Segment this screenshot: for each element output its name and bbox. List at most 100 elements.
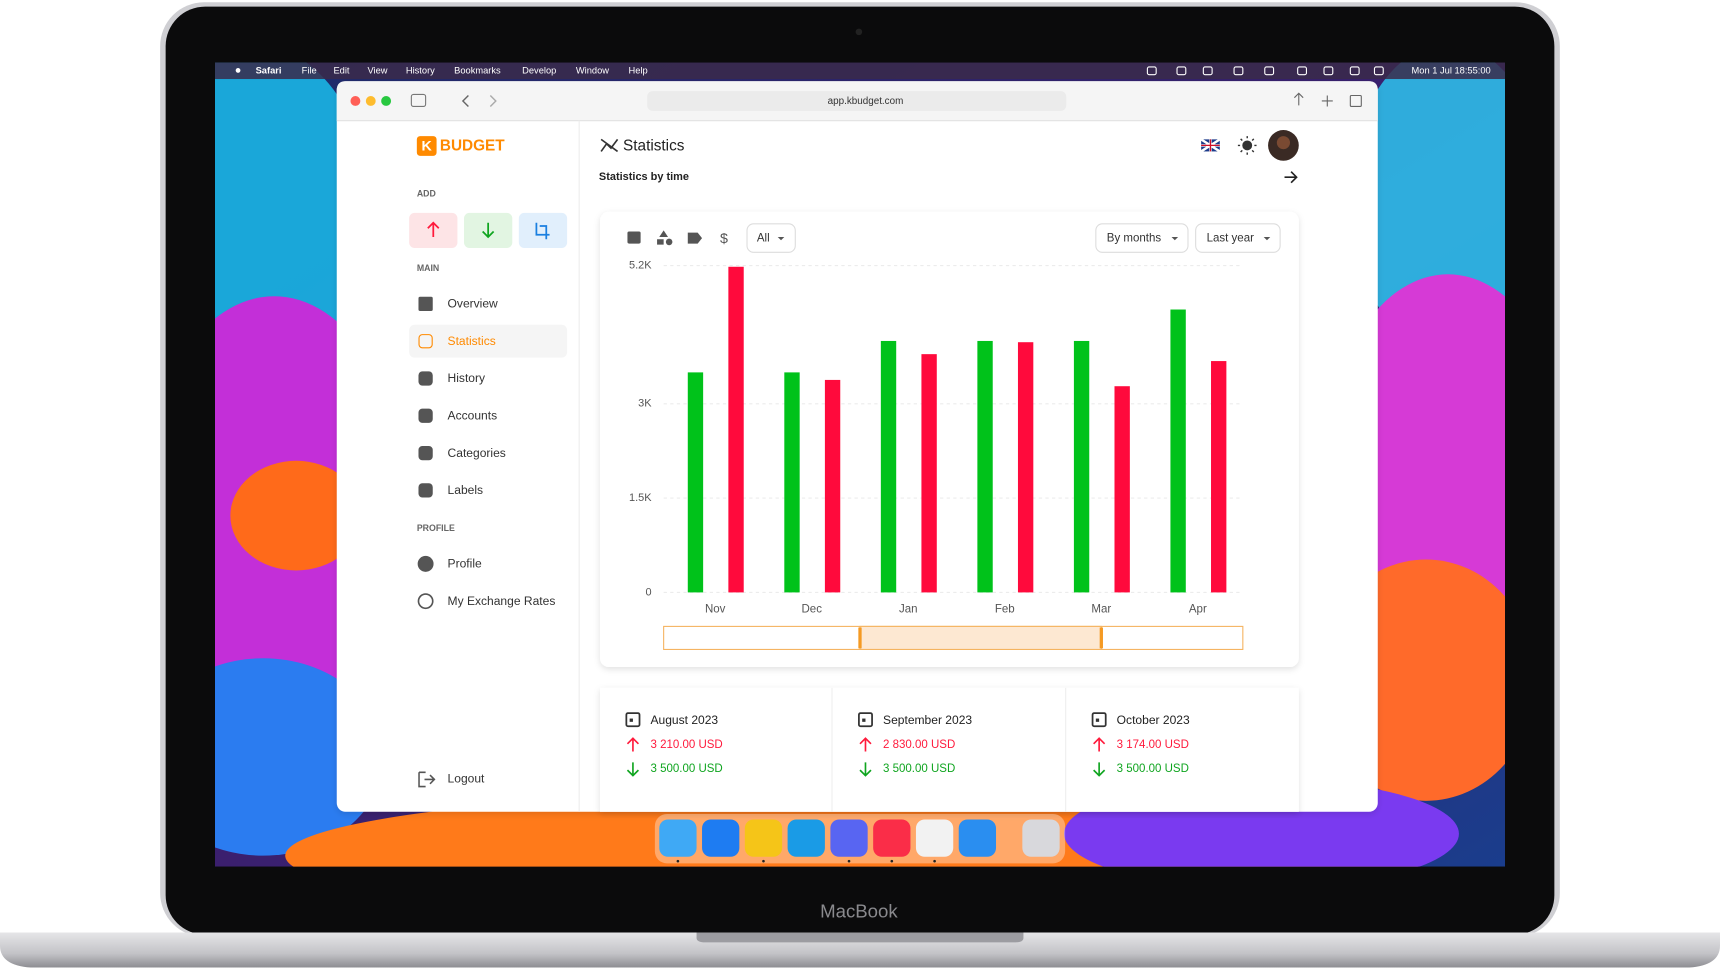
x-tick-label: Nov [705,603,726,615]
menu-item[interactable]: Window [576,65,609,75]
dock-icon[interactable] [1022,819,1060,857]
zoom-button[interactable] [381,96,392,106]
bar[interactable] [824,379,841,593]
status-icon[interactable] [1264,66,1275,76]
status-icon[interactable] [1297,66,1308,76]
dock-icon[interactable] [744,819,783,857]
bar[interactable] [1073,340,1090,593]
card-income: 3 500.00 USD [650,763,722,775]
sidebar-toggle[interactable] [410,93,427,108]
close-button[interactable] [350,96,361,106]
back-button[interactable] [461,94,469,107]
nav-item[interactable]: History [448,371,485,385]
bar[interactable] [1114,386,1130,593]
navigator-handle[interactable] [1099,627,1103,649]
dropdown-text: All [757,233,770,245]
bar[interactable] [687,372,704,593]
url-bar[interactable] [647,91,1067,111]
nav-item[interactable]: Statistics [448,334,496,348]
nav-logout[interactable]: Logout [448,772,485,786]
dock-icon[interactable] [702,819,740,857]
menu-item[interactable]: File [302,65,317,75]
bar[interactable] [728,266,744,593]
status-icon[interactable] [1373,66,1384,76]
bar[interactable] [784,372,800,593]
add-transfer-button[interactable] [518,212,568,248]
dropdown-text: By months [1107,233,1162,245]
down-arrow [482,222,495,239]
x-tick-label: Jan [899,603,918,615]
page-title: Statistics [623,138,685,155]
labels-filter[interactable] [687,232,703,244]
x-tick-label: Dec [802,603,823,615]
bar[interactable] [977,340,993,593]
theme-toggle[interactable] [1242,140,1253,151]
nav-icon [417,593,434,610]
dock-icon[interactable] [958,819,997,857]
menu-item[interactable]: Bookmarks [454,65,501,75]
logout-icon [418,771,436,788]
expense-arrow [1093,737,1106,752]
tabs-button[interactable] [1349,94,1362,108]
forward-button[interactable] [489,94,497,107]
currency-filter[interactable]: $ [720,231,728,247]
status-icon[interactable] [1233,66,1244,76]
status-icon[interactable] [1146,66,1157,76]
card-month: September 2023 [883,713,972,727]
nav-item[interactable]: Categories [448,446,506,460]
navigator-selection[interactable] [859,625,1102,650]
nav-item[interactable]: Accounts [448,409,498,423]
navigator-handle[interactable] [858,627,862,649]
nav-icon [418,483,433,498]
bar[interactable] [921,354,937,593]
period-dropdown[interactable] [1095,223,1189,253]
dock-icon[interactable] [830,819,868,857]
nav-active-bg [409,324,568,358]
nav-item[interactable]: Overview [448,297,499,311]
range-dropdown[interactable] [1195,223,1281,253]
categories-filter-dot [665,238,673,246]
menu-item[interactable]: History [406,65,435,75]
nav-icon [417,555,434,572]
dock-dot [890,859,894,863]
x-tick-label: Mar [1091,603,1111,615]
bar[interactable] [1170,309,1186,593]
calendar-mark [1095,718,1100,722]
dock-icon[interactable] [787,819,825,857]
y-tick-label: 3K [638,398,652,410]
y-tick-label: 0 [645,586,651,598]
menu-item[interactable]: Edit [333,65,349,75]
nav-item[interactable]: Profile [448,557,482,571]
bar[interactable] [1017,342,1034,593]
categories-filter[interactable] [657,230,669,245]
toolbar-icons [1293,92,1333,107]
income-arrow [859,762,872,777]
menu-item[interactable]: Develop [522,65,556,75]
clock: Mon 1 Jul 18:55:00 [1412,65,1491,75]
dock-dot [847,859,851,863]
card-month: October 2023 [1117,713,1190,727]
status-icon[interactable] [1176,66,1187,76]
bar[interactable] [1211,361,1227,593]
nav-icon [418,408,433,423]
nav-item[interactable]: My Exchange Rates [448,594,556,608]
bar[interactable] [880,340,897,593]
all-dropdown[interactable] [746,223,796,253]
status-icon[interactable] [1323,66,1334,76]
section-label: PROFILE [417,523,455,533]
menu-app[interactable]: Safari [256,65,282,75]
minimize-button[interactable] [365,96,376,106]
caret [777,236,785,241]
status-icon[interactable] [1202,66,1213,76]
nav-item[interactable]: Labels [448,483,484,497]
accounts-filter[interactable] [627,231,641,244]
dock-icon[interactable] [873,819,911,857]
menu-item[interactable]: View [367,65,387,75]
more-arrow[interactable] [1284,171,1298,184]
dock-icon[interactable] [915,819,954,857]
income-arrow [1093,762,1106,777]
status-icon[interactable] [1349,66,1360,76]
menu-item[interactable]: Help [629,65,648,75]
dock-icon[interactable] [659,819,697,857]
